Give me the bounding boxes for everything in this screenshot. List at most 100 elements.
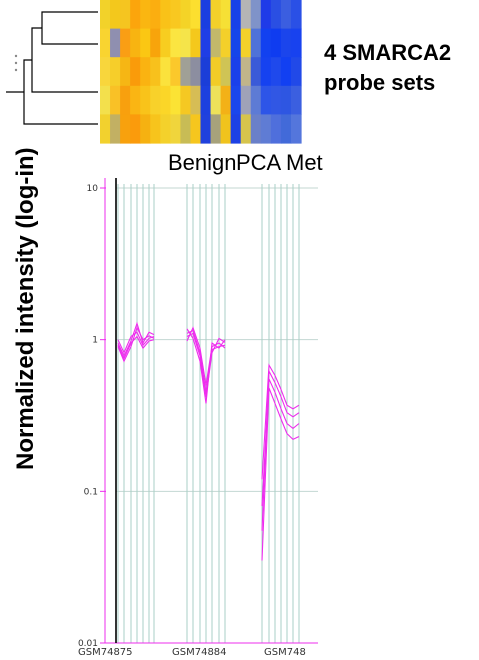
heatmap-cell [200, 85, 212, 115]
heatmap-cell [290, 114, 302, 144]
series-line-3 [117, 331, 155, 355]
heatmap-cell [160, 85, 171, 115]
heatmap-cell [180, 114, 192, 144]
heatmap-cell [100, 57, 111, 87]
heatmap-cell [250, 114, 262, 144]
dendrogram [6, 11, 98, 125]
y-tick-label: 10 [87, 184, 99, 194]
x-tick-label: GSM748 [264, 647, 306, 658]
heatmap-cell [110, 28, 121, 58]
heatmap [100, 0, 302, 144]
heatmap-cell [140, 57, 151, 87]
series-line-2 [117, 326, 155, 363]
heatmap-cell [270, 114, 282, 144]
dendrogram-branch [41, 11, 98, 45]
heatmap-cell [170, 0, 181, 30]
heatmap-cell [120, 114, 131, 144]
series-line-1 [117, 321, 155, 358]
heatmap-cell [150, 28, 161, 58]
heatmap-cell [160, 28, 171, 58]
heatmap-cell [220, 0, 232, 30]
series-line-2 [186, 332, 226, 397]
heatmap-cell [190, 28, 202, 58]
heatmap-cell [230, 57, 242, 87]
heatmap-cell [150, 0, 161, 30]
group-label-met: Met [286, 150, 323, 175]
heatmap-cell [190, 114, 202, 144]
heatmap-cell [220, 57, 232, 87]
group-label-benign: Benign [168, 150, 237, 175]
heatmap-cell [110, 85, 121, 115]
heatmap-cell [110, 57, 121, 87]
heatmap-cell [260, 114, 272, 144]
heatmap-cell [190, 85, 202, 115]
heatmap-cell [200, 0, 212, 30]
heatmap-cell [280, 0, 292, 30]
heatmap-cell [160, 114, 171, 144]
heatmap-cell [210, 114, 222, 144]
heatmap-cell [140, 0, 151, 30]
heatmap-cell [120, 28, 131, 58]
heatmap-cell [140, 114, 151, 144]
heatmap-cell [220, 28, 232, 58]
heatmap-cell [190, 0, 202, 30]
heatmap-cell [280, 57, 292, 87]
heatmap-cell [260, 28, 272, 58]
heatmap-cell [240, 114, 252, 144]
heatmap-cell [240, 57, 252, 87]
heatmap-cell [240, 0, 252, 30]
heatmap-cell [210, 57, 222, 87]
heatmap-cell [120, 85, 131, 115]
heatmap-cell [220, 85, 232, 115]
heatmap-cell [210, 28, 222, 58]
heatmap-cell [230, 0, 242, 30]
heatmap-cell [100, 28, 111, 58]
heatmap-cell [250, 57, 262, 87]
y-axis-title: Normalized intensity (log-in) [12, 147, 40, 500]
heatmap-cell [220, 114, 232, 144]
heatmap-cell [120, 57, 131, 87]
series-line-4 [117, 335, 155, 360]
heatmap-cell [230, 28, 242, 58]
heatmap-cell [170, 85, 181, 115]
heatmap-cell [240, 28, 252, 58]
heatmap-cell [180, 28, 192, 58]
heatmap-cell [130, 0, 141, 30]
probe-sets-line-1: 4 SMARCA2 [324, 40, 452, 65]
heatmap-cell [280, 114, 292, 144]
heatmap-cell [290, 0, 302, 30]
heatmap-cell [250, 85, 262, 115]
heatmap-cell [140, 85, 151, 115]
y-axis-title-text: Normalized intensity (log-in) [12, 147, 39, 470]
heatmap-cell [200, 28, 212, 58]
heatmap-cell [110, 114, 121, 144]
heatmap-cell [100, 0, 111, 30]
heatmap-cell [190, 57, 202, 87]
heatmap-cell [290, 28, 302, 58]
heatmap-cell [160, 57, 171, 87]
heatmap-cell [270, 57, 282, 87]
heatmap-cell [280, 28, 292, 58]
heatmap-cell [240, 85, 252, 115]
heatmap-cell [130, 28, 141, 58]
y-tick-label: 1 [92, 336, 98, 346]
heatmap-cell [100, 85, 111, 115]
heatmap-cell [150, 114, 161, 144]
series-line-4 [186, 329, 226, 393]
heatmap-cell [130, 114, 141, 144]
heatmap-cell [100, 114, 111, 144]
dendrogram-node [14, 54, 18, 58]
heatmap-cell [110, 0, 121, 30]
y-tick-label: 0.01 [78, 639, 98, 649]
heatmap-cell [260, 85, 272, 115]
heatmap-cell [290, 85, 302, 115]
heatmap-cell [130, 85, 141, 115]
heatmap-cell [130, 57, 141, 87]
heatmap-cell [270, 85, 282, 115]
series-line-4 [261, 387, 300, 561]
heatmap-cell [270, 0, 282, 30]
heatmap-cell [120, 0, 131, 30]
x-tick-label: GSM74875 [78, 647, 133, 658]
